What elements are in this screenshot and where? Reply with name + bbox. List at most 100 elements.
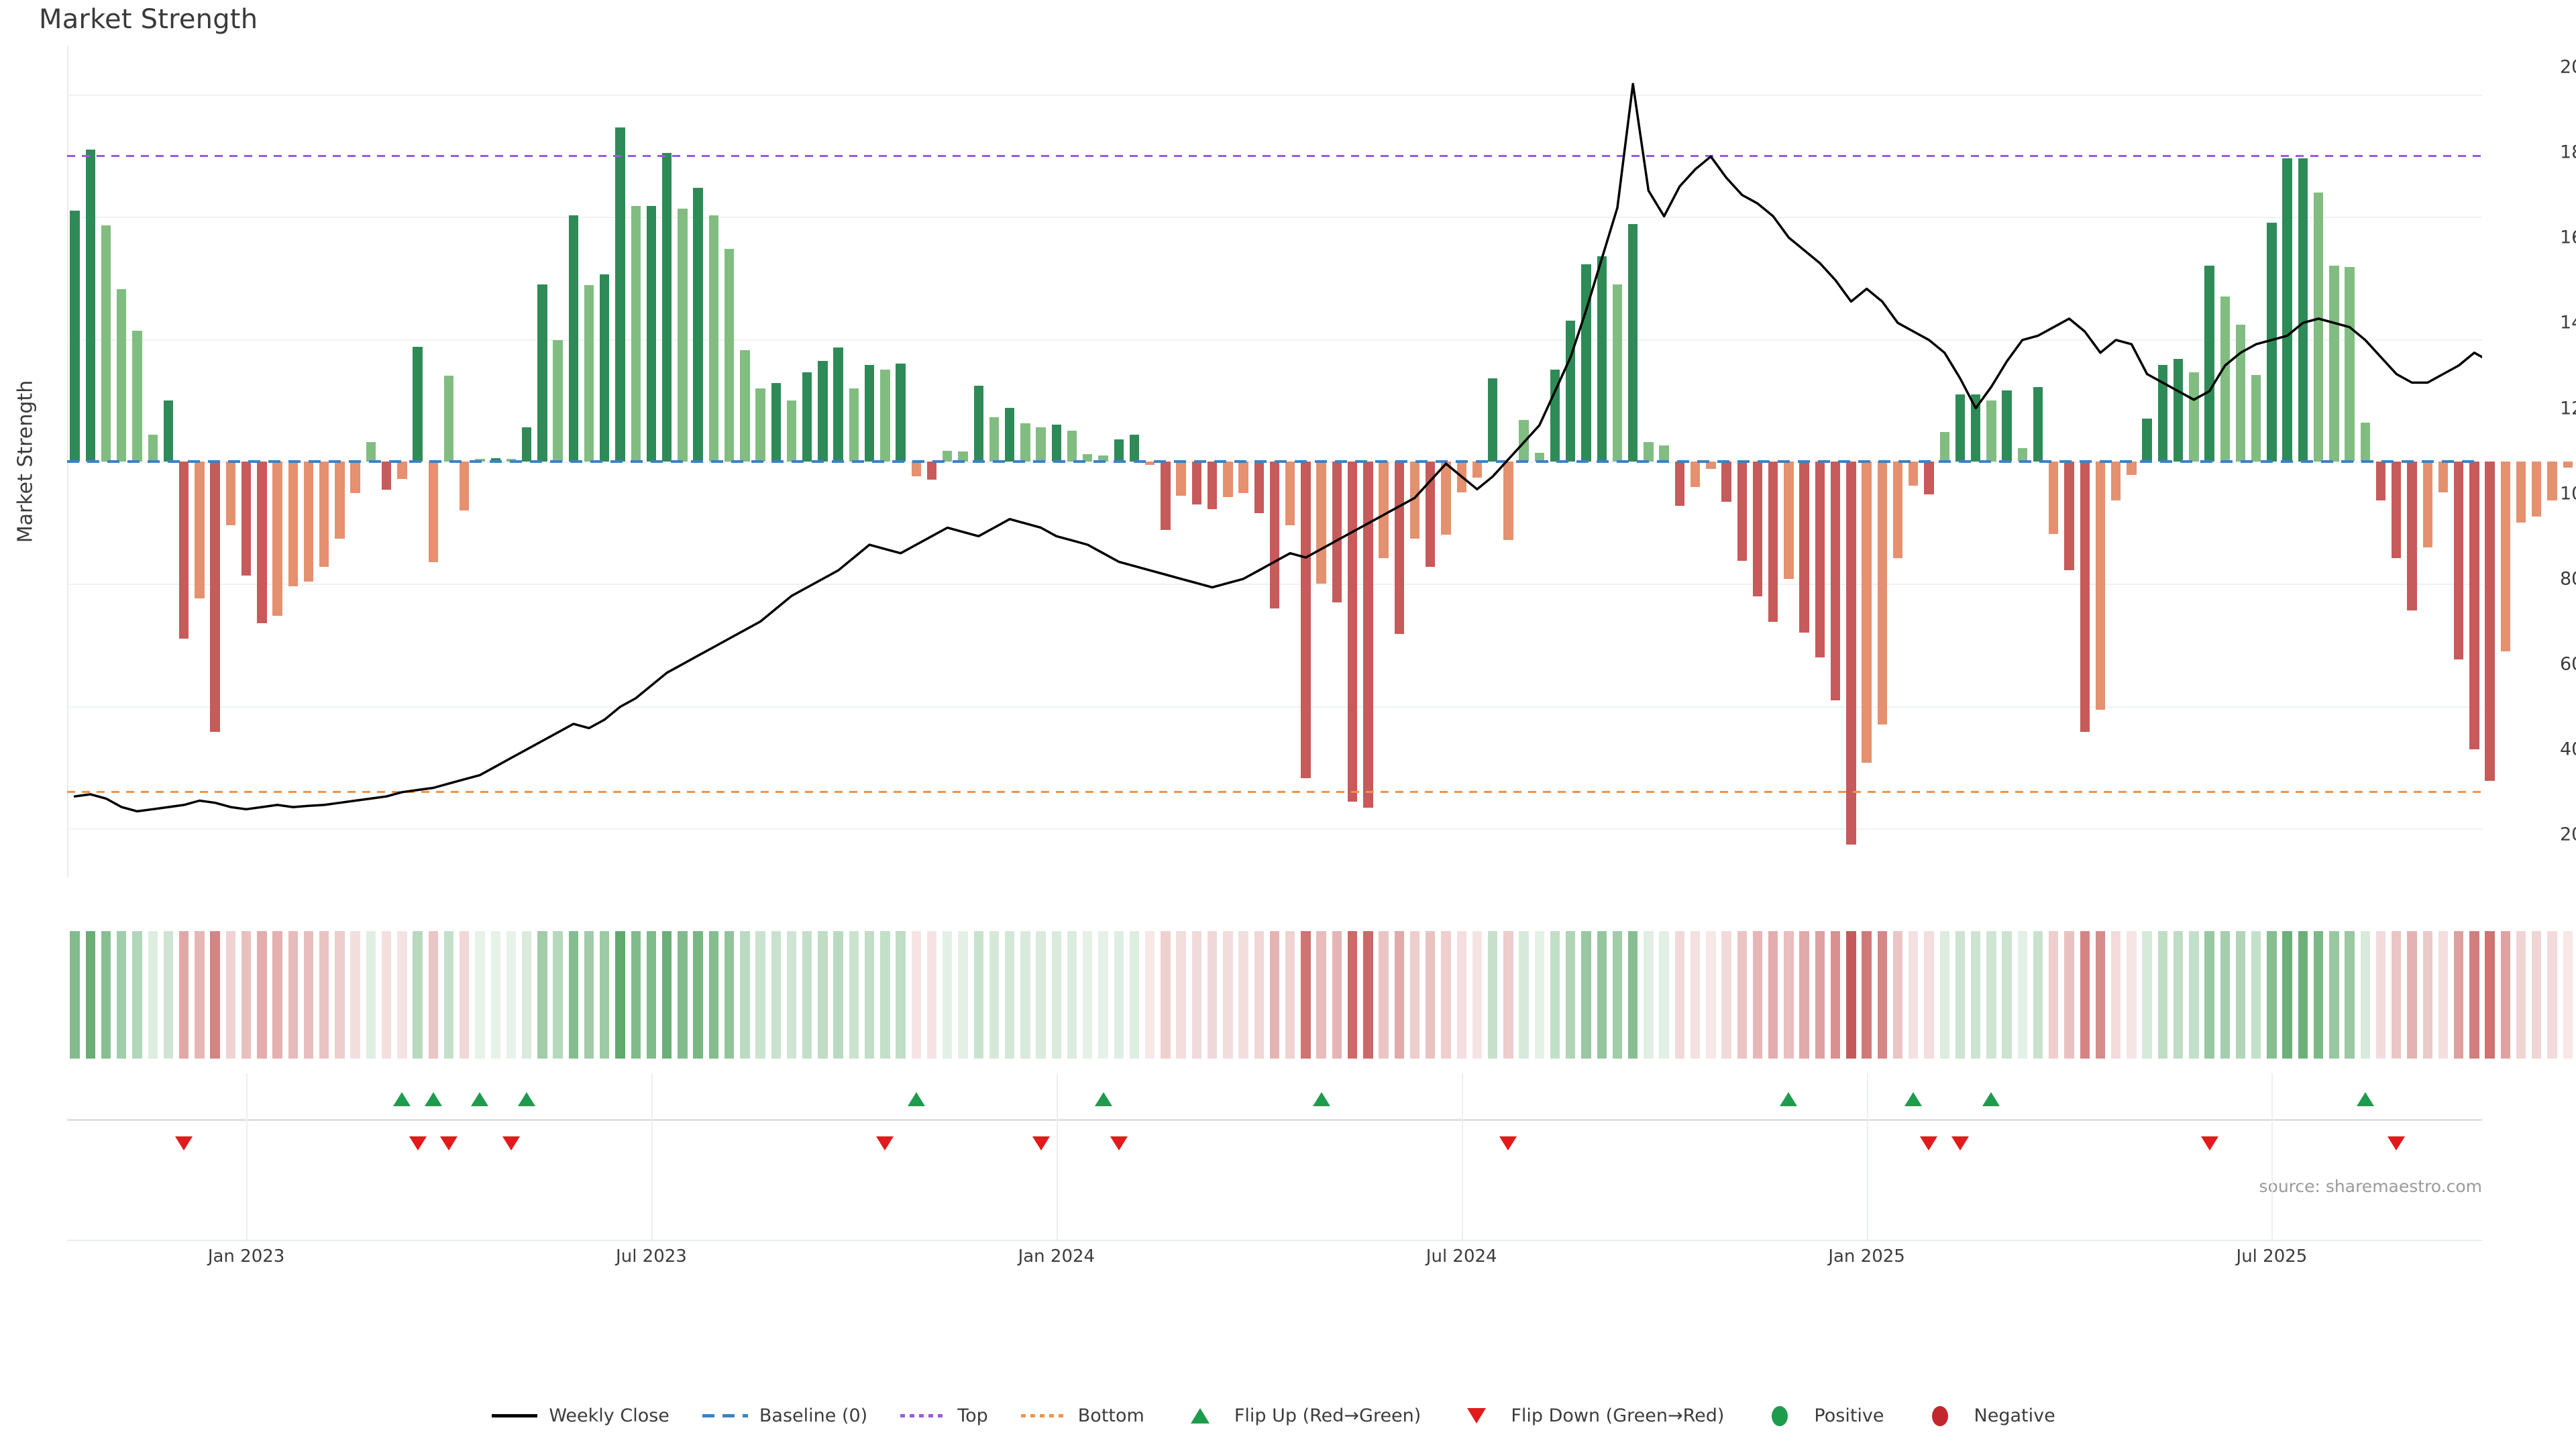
market-strength-bar[interactable]: [724, 248, 735, 462]
market-strength-bar[interactable]: [1441, 462, 1451, 535]
market-strength-bar[interactable]: [272, 462, 282, 616]
heatmap-cell[interactable]: [1254, 931, 1264, 1059]
heatmap-cell[interactable]: [2235, 931, 2246, 1059]
market-strength-bar[interactable]: [740, 350, 750, 462]
flip-down-marker[interactable]: [1920, 1136, 1938, 1150]
market-strength-bar[interactable]: [241, 462, 252, 576]
flip-up-marker[interactable]: [471, 1092, 489, 1106]
market-strength-bar[interactable]: [553, 340, 563, 462]
market-strength-bar[interactable]: [2095, 462, 2106, 710]
market-strength-bar[interactable]: [1612, 284, 1623, 462]
heatmap-cell[interactable]: [958, 931, 968, 1059]
market-strength-bar[interactable]: [2469, 462, 2479, 749]
market-strength-bar[interactable]: [1986, 400, 1996, 462]
heatmap-cell[interactable]: [1597, 931, 1607, 1059]
market-strength-bar[interactable]: [2049, 462, 2059, 534]
heatmap-cell[interactable]: [1862, 931, 1872, 1059]
market-strength-bar[interactable]: [1285, 462, 1295, 525]
flip-up-marker[interactable]: [907, 1092, 925, 1106]
heatmap-cell[interactable]: [2017, 931, 2028, 1059]
heatmap-cell[interactable]: [2469, 931, 2479, 1059]
heatmap-cell[interactable]: [1690, 931, 1701, 1059]
heatmap-cell[interactable]: [1269, 931, 1280, 1059]
market-strength-bar[interactable]: [600, 274, 610, 462]
market-strength-bar[interactable]: [195, 462, 205, 599]
market-strength-bar[interactable]: [615, 127, 625, 462]
heatmap-cell[interactable]: [693, 931, 703, 1059]
market-strength-bar[interactable]: [771, 383, 781, 462]
heatmap-cell[interactable]: [1191, 931, 1202, 1059]
market-strength-bar[interactable]: [319, 462, 329, 567]
market-strength-bar[interactable]: [2453, 462, 2464, 660]
market-strength-bar[interactable]: [2282, 158, 2292, 462]
market-strength-bar[interactable]: [568, 215, 579, 462]
heatmap-cell[interactable]: [1612, 931, 1623, 1059]
legend-item-baseline-zero[interactable]: Baseline (0): [700, 1405, 867, 1426]
heatmap-cell[interactable]: [2407, 931, 2417, 1059]
heatmap-cell[interactable]: [1659, 931, 1669, 1059]
heatmap-cell[interactable]: [2438, 931, 2449, 1059]
heatmap-cell[interactable]: [911, 931, 921, 1059]
market-strength-bar[interactable]: [1269, 462, 1280, 608]
market-strength-bar[interactable]: [132, 330, 142, 462]
heatmap-cell[interactable]: [288, 931, 298, 1059]
market-strength-bar[interactable]: [1597, 256, 1607, 462]
legend-item-positive[interactable]: Positive: [1755, 1405, 1884, 1426]
market-strength-bar[interactable]: [1503, 462, 1513, 540]
heatmap-cell[interactable]: [148, 931, 158, 1059]
market-strength-bar[interactable]: [225, 462, 236, 525]
heatmap-cell[interactable]: [1721, 931, 1731, 1059]
market-strength-bar[interactable]: [1768, 462, 1778, 622]
market-strength-bar[interactable]: [2375, 462, 2386, 501]
market-strength-bar[interactable]: [1752, 462, 1763, 596]
legend-item-top-threshold[interactable]: Top: [898, 1405, 988, 1426]
heatmap-cell[interactable]: [2282, 931, 2292, 1059]
market-strength-bar[interactable]: [678, 208, 688, 462]
heatmap-cell[interactable]: [1784, 931, 1794, 1059]
market-strength-bar[interactable]: [2033, 386, 2043, 462]
market-strength-bar[interactable]: [1083, 454, 1093, 462]
heatmap-cell[interactable]: [2033, 931, 2043, 1059]
heatmap-cell[interactable]: [833, 931, 843, 1059]
market-strength-bar[interactable]: [2547, 462, 2557, 501]
heatmap-cell[interactable]: [1394, 931, 1404, 1059]
heatmap-cell[interactable]: [1379, 931, 1389, 1059]
heatmap-cell[interactable]: [1970, 931, 1981, 1059]
heatmap-cell[interactable]: [1051, 931, 1062, 1059]
market-strength-bar[interactable]: [1784, 462, 1794, 580]
heatmap-cell[interactable]: [849, 931, 859, 1059]
heatmap-cell[interactable]: [1004, 931, 1015, 1059]
market-strength-bar[interactable]: [2080, 462, 2090, 732]
market-strength-bar[interactable]: [926, 462, 937, 480]
market-strength-bar[interactable]: [397, 462, 407, 479]
heatmap-cell[interactable]: [2422, 931, 2432, 1059]
heatmap-cell[interactable]: [2204, 931, 2214, 1059]
heatmap-cell[interactable]: [1083, 931, 1093, 1059]
market-strength-bar[interactable]: [849, 388, 859, 462]
market-strength-bar[interactable]: [2251, 374, 2261, 462]
market-strength-bar[interactable]: [1161, 462, 1171, 531]
market-strength-bar[interactable]: [1690, 462, 1701, 488]
market-strength-bar[interactable]: [1566, 321, 1576, 462]
heatmap-cell[interactable]: [1036, 931, 1046, 1059]
market-strength-bar[interactable]: [2563, 462, 2573, 468]
heatmap-cell[interactable]: [1441, 931, 1451, 1059]
market-strength-bar[interactable]: [1706, 462, 1716, 469]
market-strength-bar[interactable]: [2204, 266, 2214, 462]
heatmap-cell[interactable]: [1347, 931, 1358, 1059]
market-strength-bar[interactable]: [1098, 455, 1108, 462]
heatmap-cell[interactable]: [1020, 931, 1030, 1059]
heatmap-cell[interactable]: [1534, 931, 1545, 1059]
market-strength-bar[interactable]: [1191, 462, 1202, 504]
heatmap-cell[interactable]: [1067, 931, 1077, 1059]
market-strength-bar[interactable]: [1627, 224, 1638, 462]
market-strength-bar[interactable]: [1379, 462, 1389, 559]
heatmap-cell[interactable]: [1363, 931, 1373, 1059]
heatmap-cell[interactable]: [428, 931, 438, 1059]
heatmap-cell[interactable]: [2516, 931, 2526, 1059]
heatmap-cell[interactable]: [2313, 931, 2324, 1059]
market-strength-bar[interactable]: [2516, 462, 2526, 523]
heatmap-cell[interactable]: [257, 931, 267, 1059]
legend-item-flip-down[interactable]: Flip Down (Green→Red): [1452, 1405, 1724, 1426]
heatmap-cell[interactable]: [973, 931, 983, 1059]
